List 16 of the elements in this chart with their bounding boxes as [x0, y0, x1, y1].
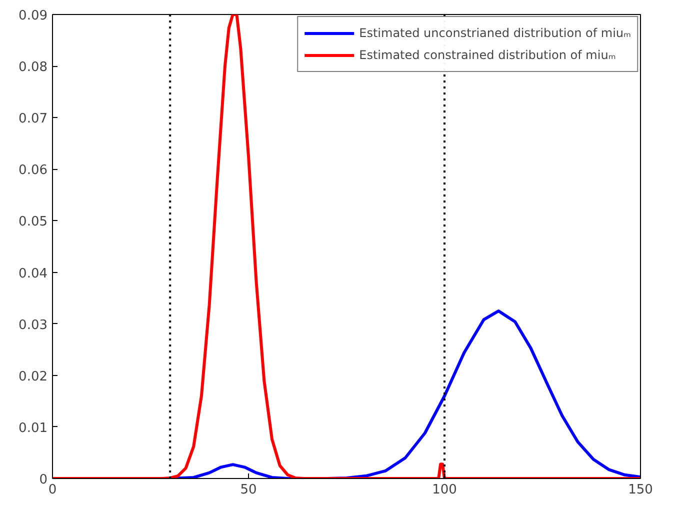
legend-label: Estimated unconstrianed distribution of miuₘ [359, 26, 631, 40]
y-tick-label: 0.07 [18, 112, 48, 127]
legend-label: Estimated constrained distribution of miuₘ [359, 48, 616, 62]
y-tick-label: 0.06 [18, 163, 48, 178]
x-tick-label: 50 [240, 482, 257, 498]
y-tick-label: 0.02 [18, 369, 48, 384]
y-tick-label: 0.03 [18, 318, 48, 333]
x-tick-label: 150 [628, 482, 653, 498]
y-tick-label: 0.05 [18, 214, 48, 230]
y-tick-label: 0.09 [18, 8, 48, 24]
y-tick-label: 0.04 [18, 266, 48, 282]
y-tick-label: 0.01 [18, 420, 48, 436]
y-tick-label: 0 [39, 472, 48, 488]
y-tick-label: 0.08 [18, 60, 48, 76]
line-series [52, 14, 640, 478]
x-tick-label: 100 [432, 482, 457, 498]
